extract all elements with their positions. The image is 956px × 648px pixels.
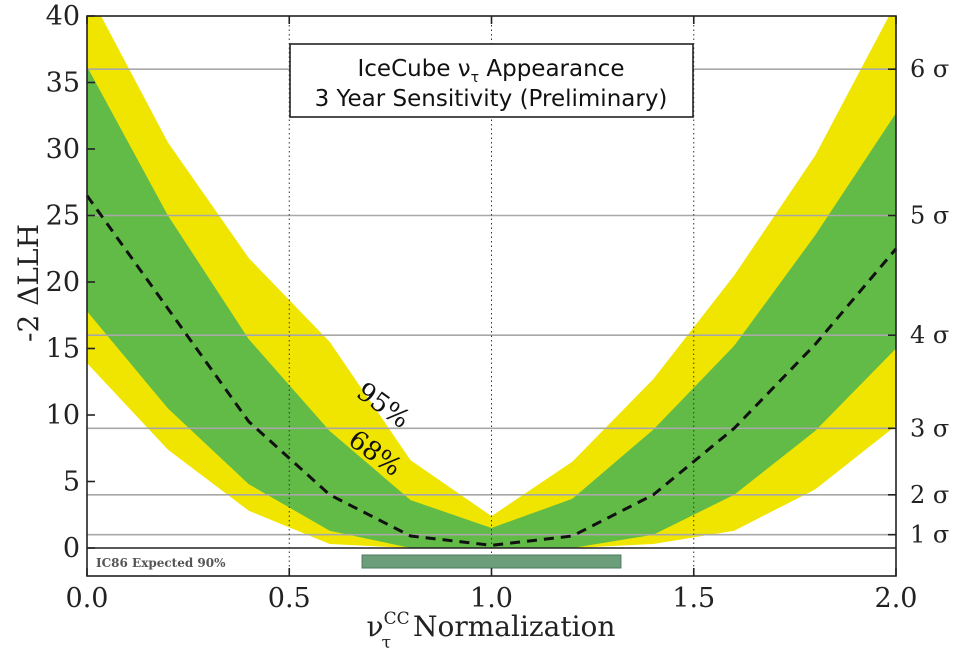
y-tick-label: 40 [46,1,80,32]
y-tick-label: 0 [63,533,80,564]
x-axis-label: νCC τ Normalization [367,609,616,648]
median-dashed-line [85,194,898,547]
chart-title-line1: IceCube ντ Appearance [358,56,625,86]
sigma-tick-label: 4 σ [910,321,949,349]
y-tick-label: 25 [46,201,80,232]
sigma-tick-label: 6 σ [910,55,949,83]
y-tick-label: 15 [46,334,80,365]
x-tick-label: 1.0 [470,583,513,614]
x-tick-label: 0.0 [66,583,109,614]
sigma-tick-label: 5 σ [910,202,949,230]
vertical-gridlines [288,16,695,576]
sigma-gridlines [87,68,896,536]
y-tick-label: 10 [46,400,80,431]
sigma-tick-label: 3 σ [910,414,949,442]
x-tick-label: 2.0 [875,583,918,614]
sigma-ticks: 1 σ 2 σ 3 σ 4 σ 5 σ 6 σ [888,55,949,549]
y-tick-label: 5 [63,467,80,498]
y-axis-label: -2 ΔLLH [12,224,45,342]
y-ticks: 0 5 10 15 20 25 30 35 40 [46,1,95,564]
ic86-expected-bar [361,554,622,569]
y-tick-label: 20 [46,267,80,298]
chart-title-line2: 3 Year Sensitivity (Preliminary) [315,86,668,112]
x-tick-label: 1.5 [672,583,715,614]
y-tick-label: 35 [46,68,80,99]
x-tick-label: 0.5 [268,583,311,614]
ic86-strip-label: IC86 Expected 90% [96,556,226,570]
sigma-tick-label: 1 σ [910,521,949,549]
y-tick-label: 30 [46,134,80,165]
x-ticks: 0.0 0.5 1.0 1.5 2.0 [66,16,918,614]
sigma-tick-label: 2 σ [910,481,949,509]
title-box [289,43,694,118]
